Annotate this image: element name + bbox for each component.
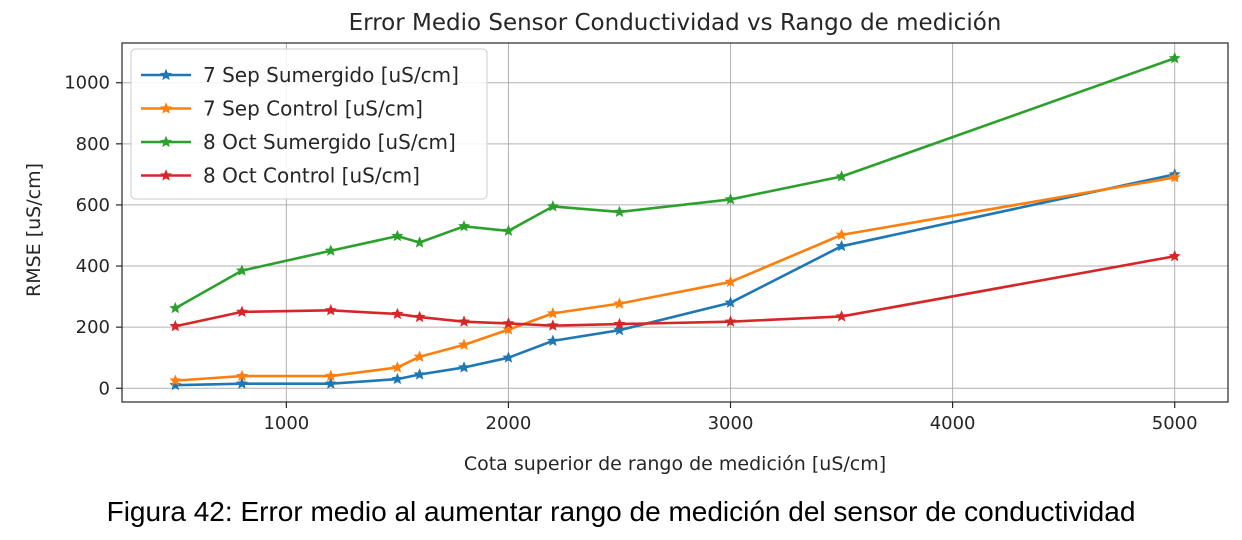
- data-point-marker: [502, 323, 515, 335]
- data-point-marker: [324, 377, 337, 389]
- data-point-marker: [546, 200, 559, 212]
- legend-marker: [160, 102, 172, 114]
- y-tick-label: 1000: [64, 73, 110, 94]
- data-point-marker: [324, 369, 337, 382]
- data-point-marker: [458, 338, 470, 350]
- legend: 7 Sep Sumergido [uS/cm] 7 Sep Control [uS…: [130, 48, 488, 200]
- data-point-marker: [169, 378, 182, 391]
- data-point-marker: [413, 310, 426, 323]
- legend-box: [130, 48, 488, 200]
- x-tick-label: 2000: [486, 413, 532, 434]
- series-line: [175, 173, 1175, 387]
- legend-label: 8 Oct Sumergido [uS/cm]: [203, 130, 456, 154]
- data-point-marker: [613, 205, 626, 218]
- data-point-marker: [724, 193, 737, 205]
- data-point-marker: [235, 305, 248, 317]
- data-point-marker: [1168, 249, 1181, 262]
- data-point-marker: [724, 315, 737, 327]
- series-1: [169, 168, 1181, 391]
- legend-marker: [160, 169, 172, 181]
- series-line: [175, 176, 1175, 382]
- legend-label: 8 Oct Control [uS/cm]: [203, 164, 420, 188]
- y-axis-label: RMSE [uS/cm]: [23, 163, 45, 297]
- data-point-marker: [1168, 52, 1181, 64]
- y-tick-label: 800: [76, 134, 110, 155]
- data-point-marker: [324, 244, 337, 256]
- data-point-marker: [391, 229, 404, 242]
- data-point-marker: [391, 307, 404, 320]
- data-point-marker: [835, 228, 848, 240]
- chart-title: Error Medio Sensor Conductividad vs Rang…: [349, 10, 1002, 36]
- data-point-marker: [835, 170, 848, 182]
- chart: 1000 2000 3000 4000 5000 0 200 400 600 800 1000 Er…: [23, 10, 1229, 475]
- legend-item: 7 Sep Sumergido [uS/cm]: [141, 63, 459, 87]
- data-point-marker: [458, 220, 470, 232]
- legend-item: 8 Oct Control [uS/cm]: [141, 164, 420, 188]
- data-point-marker: [458, 315, 470, 327]
- data-point-marker: [391, 361, 404, 373]
- series-2: [169, 171, 1181, 386]
- plot-frame: [121, 42, 1229, 403]
- legend-item: 7 Sep Control [uS/cm]: [141, 97, 423, 121]
- data-point-marker: [613, 317, 626, 330]
- y-tick-label: 200: [76, 317, 110, 338]
- x-axis-label: Cota superior de rango de medición [uS/c…: [464, 453, 886, 475]
- data-point-marker: [324, 304, 337, 316]
- data-point-marker: [235, 264, 248, 276]
- x-tick-label: 1000: [263, 413, 309, 434]
- data-point-marker: [169, 374, 182, 386]
- x-tick-label: 5000: [1152, 413, 1198, 434]
- data-point-marker: [835, 239, 848, 252]
- series-lines: [169, 52, 1181, 391]
- data-point-marker: [458, 361, 470, 373]
- data-point-marker: [502, 351, 515, 363]
- legend-marker: [160, 68, 172, 81]
- data-point-marker: [169, 301, 182, 314]
- data-point-marker: [413, 350, 426, 362]
- data-point-marker: [546, 307, 559, 319]
- data-point-marker: [1168, 171, 1181, 183]
- data-point-marker: [235, 369, 248, 382]
- data-point-marker: [502, 224, 515, 236]
- legend-marker: [160, 135, 172, 148]
- data-point-marker: [724, 275, 737, 288]
- series-line: [175, 254, 1175, 328]
- data-point-marker: [391, 372, 404, 385]
- legend-label: 7 Sep Sumergido [uS/cm]: [203, 63, 459, 87]
- x-tick-label: 3000: [708, 413, 754, 434]
- axis-ticks: 1000 2000 3000 4000 5000 0 200 400 600 800 1000: [64, 73, 1197, 434]
- data-point-marker: [413, 236, 426, 248]
- legend-item: 8 Oct Sumergido [uS/cm]: [141, 130, 456, 154]
- data-point-marker: [613, 323, 626, 336]
- series-4: [169, 249, 1181, 332]
- y-tick-label: 400: [76, 256, 110, 277]
- y-tick-label: 0: [99, 378, 110, 399]
- data-point-marker: [835, 310, 848, 322]
- legend-label: 7 Sep Control [uS/cm]: [203, 97, 423, 121]
- data-point-marker: [724, 296, 737, 308]
- figure-caption: Figura 42: Error medio al aumentar rango…: [106, 496, 1136, 527]
- data-point-marker: [546, 334, 559, 346]
- data-point-marker: [502, 317, 515, 329]
- data-point-marker: [169, 319, 182, 332]
- series-3: [169, 52, 1181, 314]
- data-point-marker: [546, 319, 559, 331]
- data-point-marker: [613, 297, 626, 309]
- y-tick-label: 600: [76, 195, 110, 216]
- data-point-marker: [413, 368, 426, 380]
- series-line: [174, 57, 1176, 310]
- x-tick-label: 4000: [930, 413, 976, 434]
- data-point-marker: [235, 377, 248, 389]
